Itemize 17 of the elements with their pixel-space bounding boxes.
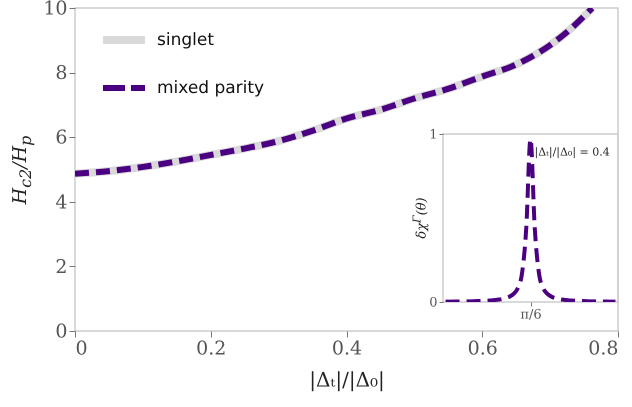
legend-label: mixed parity: [157, 78, 264, 98]
x-tick-label: 0.8: [588, 338, 618, 360]
y-tick-label: 2: [55, 256, 68, 278]
x-tick-label: 0.2: [196, 338, 226, 360]
x-tick-label: π/6: [520, 308, 542, 322]
legend-label: singlet: [157, 30, 214, 50]
y-tick-label: 6: [55, 126, 68, 149]
y-tick-label: 10: [43, 0, 68, 20]
x-tick-label: 0.4: [332, 338, 362, 360]
y-tick-label: 8: [55, 62, 68, 84]
y-tick-label: 0: [55, 320, 68, 342]
x-axis-title: |Δₜ|/|Δ₀|: [309, 368, 385, 392]
y-tick-label: 4: [55, 191, 68, 214]
x-tick-label: 0: [76, 338, 88, 360]
annotation: |Δₜ|/|Δ₀| = 0.4: [534, 145, 610, 158]
x-tick-label: 0.6: [468, 338, 498, 360]
y-tick-label: 1: [429, 128, 438, 142]
